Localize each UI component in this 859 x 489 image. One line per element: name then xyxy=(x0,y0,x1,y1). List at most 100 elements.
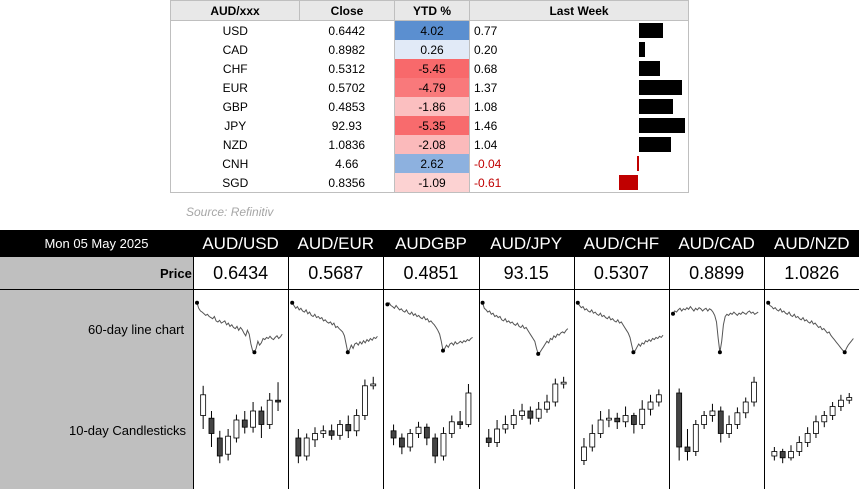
last-week-bar-cell xyxy=(598,135,690,154)
candle-body xyxy=(630,415,637,425)
currency-cell: CAD xyxy=(170,40,300,59)
ytd-cell: -4.79 xyxy=(394,78,470,97)
line-marker-start xyxy=(290,300,295,305)
last-week-bar-cell xyxy=(598,40,690,59)
last-week-bar-cell xyxy=(598,154,690,173)
candle-body xyxy=(742,401,749,414)
close-cell: 92.93 xyxy=(331,118,362,133)
pair-header: AUD/CHF xyxy=(583,234,660,253)
close-cell: 0.4853 xyxy=(328,99,366,114)
pair-price: 0.5307 xyxy=(593,263,649,283)
table-row: GBP 0.4853 -1.86 1.08 xyxy=(170,97,690,116)
candle-body xyxy=(200,394,207,416)
ytd-cell: 2.62 xyxy=(394,154,470,173)
last-week-bar xyxy=(638,137,672,152)
last-week-bar xyxy=(638,42,645,57)
candle-body xyxy=(838,399,844,407)
candle-body xyxy=(771,451,778,457)
table-row: EUR 0.5702 -4.79 1.37 xyxy=(170,78,690,97)
ytd-cell: 4.02 xyxy=(394,20,470,40)
candle-body xyxy=(717,410,724,434)
currency-panel: Mon 05 May 2025 AUD/USD AUD/EUR AUDGBP AUD/… xyxy=(0,230,859,489)
candle-body xyxy=(502,424,509,430)
mini-charts xyxy=(195,300,854,465)
last-week-cell: 1.08 xyxy=(474,99,498,114)
line-marker-low xyxy=(252,350,257,355)
candle-body xyxy=(465,392,472,425)
candle-body xyxy=(684,446,691,452)
candle-body xyxy=(639,408,646,425)
candle-body xyxy=(258,410,265,425)
line-marker-low xyxy=(441,348,445,353)
candle-body xyxy=(606,417,612,421)
line-series-aud-cad xyxy=(672,305,759,353)
column-divider xyxy=(669,257,670,489)
candle-body xyxy=(353,415,360,432)
column-divider xyxy=(764,257,766,489)
table-header-row: AUD/xxx Close YTD % Last Week xyxy=(170,0,690,21)
line-marker-low xyxy=(717,350,722,355)
candle-body xyxy=(423,426,430,439)
fx-summary-table: AUD/xxx Close YTD % Last Week USD 0.6442 4… xyxy=(170,0,690,193)
panel-header: Mon 05 May 2025 AUD/USD AUD/EUR AUDGBP AUD/… xyxy=(0,230,859,257)
last-week-bar xyxy=(619,175,639,190)
table-row: JPY 92.93 -5.35 1.46 xyxy=(170,116,690,135)
candle-body xyxy=(829,406,836,416)
last-week-bar-cell xyxy=(598,173,690,193)
candle-body xyxy=(415,426,422,434)
candle-body xyxy=(312,433,318,441)
candle-body xyxy=(225,435,232,455)
candle-body xyxy=(398,437,405,448)
close-cell: 0.6442 xyxy=(328,23,366,38)
candle-body xyxy=(208,417,215,434)
candle-body xyxy=(510,415,517,425)
line-marker-start xyxy=(766,300,771,305)
last-week-bar-cell xyxy=(598,20,690,40)
candle-body xyxy=(320,430,327,434)
candle-body xyxy=(796,442,803,452)
pair-price: 93.15 xyxy=(503,263,549,283)
line-series-aud-chf xyxy=(577,302,664,354)
line-series-aud-jpy xyxy=(482,302,569,355)
candle-body xyxy=(692,424,699,452)
ytd-cell: -2.08 xyxy=(394,135,470,154)
candle-body xyxy=(407,433,414,448)
candle-body xyxy=(581,446,587,461)
table-row: SGD 0.8356 -1.09 -0.61 xyxy=(170,173,690,193)
candle-body xyxy=(362,385,368,416)
table-row: CNH 4.66 2.62 -0.04 xyxy=(170,154,690,173)
candle-body xyxy=(390,430,397,439)
pair-price: 1.0826 xyxy=(784,263,840,283)
candle-body xyxy=(622,415,629,423)
last-week-bar xyxy=(638,118,685,133)
candle-body xyxy=(846,397,853,401)
line-series-aud-eur xyxy=(291,302,378,354)
currency-cell: JPY xyxy=(170,116,300,135)
candle-body xyxy=(370,383,377,387)
candle-body xyxy=(432,437,439,457)
table-row: CAD 0.8982 0.26 0.20 xyxy=(170,40,690,59)
pair-header: AUD/JPY xyxy=(490,234,563,253)
close-cell: 4.66 xyxy=(335,156,359,171)
table-row: NZD 1.0836 -2.08 1.04 xyxy=(170,135,690,154)
candle-body xyxy=(552,383,559,403)
candle-body xyxy=(485,437,492,443)
candle-body xyxy=(295,437,302,457)
ytd-cell: -1.86 xyxy=(394,97,470,116)
candle-body xyxy=(337,424,343,436)
line-marker-start xyxy=(575,300,580,305)
candle-body xyxy=(779,451,786,459)
candle-body xyxy=(216,437,223,457)
last-week-cell: 1.37 xyxy=(474,80,498,95)
price-row-label: Price xyxy=(160,266,192,281)
ytd-cell: -5.45 xyxy=(394,59,470,78)
panel-date: Mon 05 May 2025 xyxy=(44,236,149,251)
candle-body xyxy=(544,401,550,410)
line-row-label: 60-day line chart xyxy=(88,322,185,337)
line-marker-start xyxy=(671,311,675,316)
currency-cell: NZD xyxy=(170,135,300,154)
last-week-bar xyxy=(638,80,682,95)
last-week-cell: 1.46 xyxy=(474,118,498,133)
close-cell: 1.0836 xyxy=(328,137,366,152)
close-cell: 0.5702 xyxy=(328,80,366,95)
